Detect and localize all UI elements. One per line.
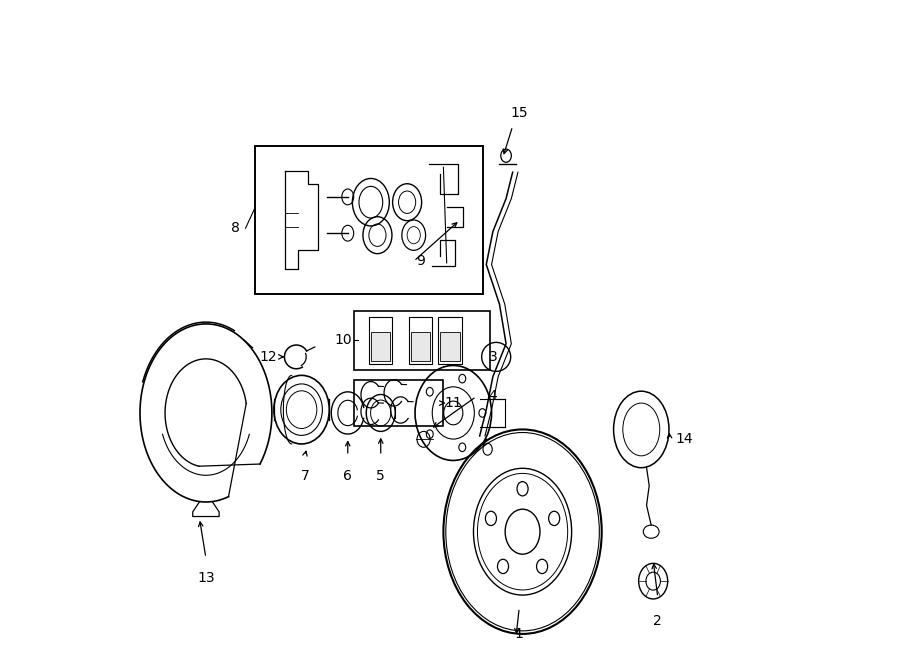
Text: 11: 11	[445, 396, 463, 410]
Text: 7: 7	[301, 469, 310, 483]
Bar	[355, 311, 490, 370]
Text: 14: 14	[675, 432, 693, 446]
Text: 8: 8	[231, 221, 240, 235]
Text: 9: 9	[416, 254, 425, 268]
Bar	[256, 146, 483, 294]
Bar	[369, 317, 392, 364]
Text: 12: 12	[260, 350, 277, 364]
Bar	[371, 332, 391, 361]
Bar	[438, 317, 462, 364]
Text: 5: 5	[376, 469, 385, 483]
Text: 6: 6	[343, 469, 352, 483]
Text: 3: 3	[489, 350, 497, 364]
Bar	[355, 380, 444, 426]
Bar	[409, 317, 432, 364]
Bar	[410, 332, 430, 361]
Text: 1: 1	[515, 627, 524, 641]
Text: 2: 2	[653, 613, 662, 628]
Text: 10: 10	[334, 333, 352, 348]
Bar	[440, 332, 460, 361]
Text: 4: 4	[489, 389, 497, 403]
Text: 15: 15	[510, 106, 528, 120]
Text: 13: 13	[197, 571, 215, 585]
